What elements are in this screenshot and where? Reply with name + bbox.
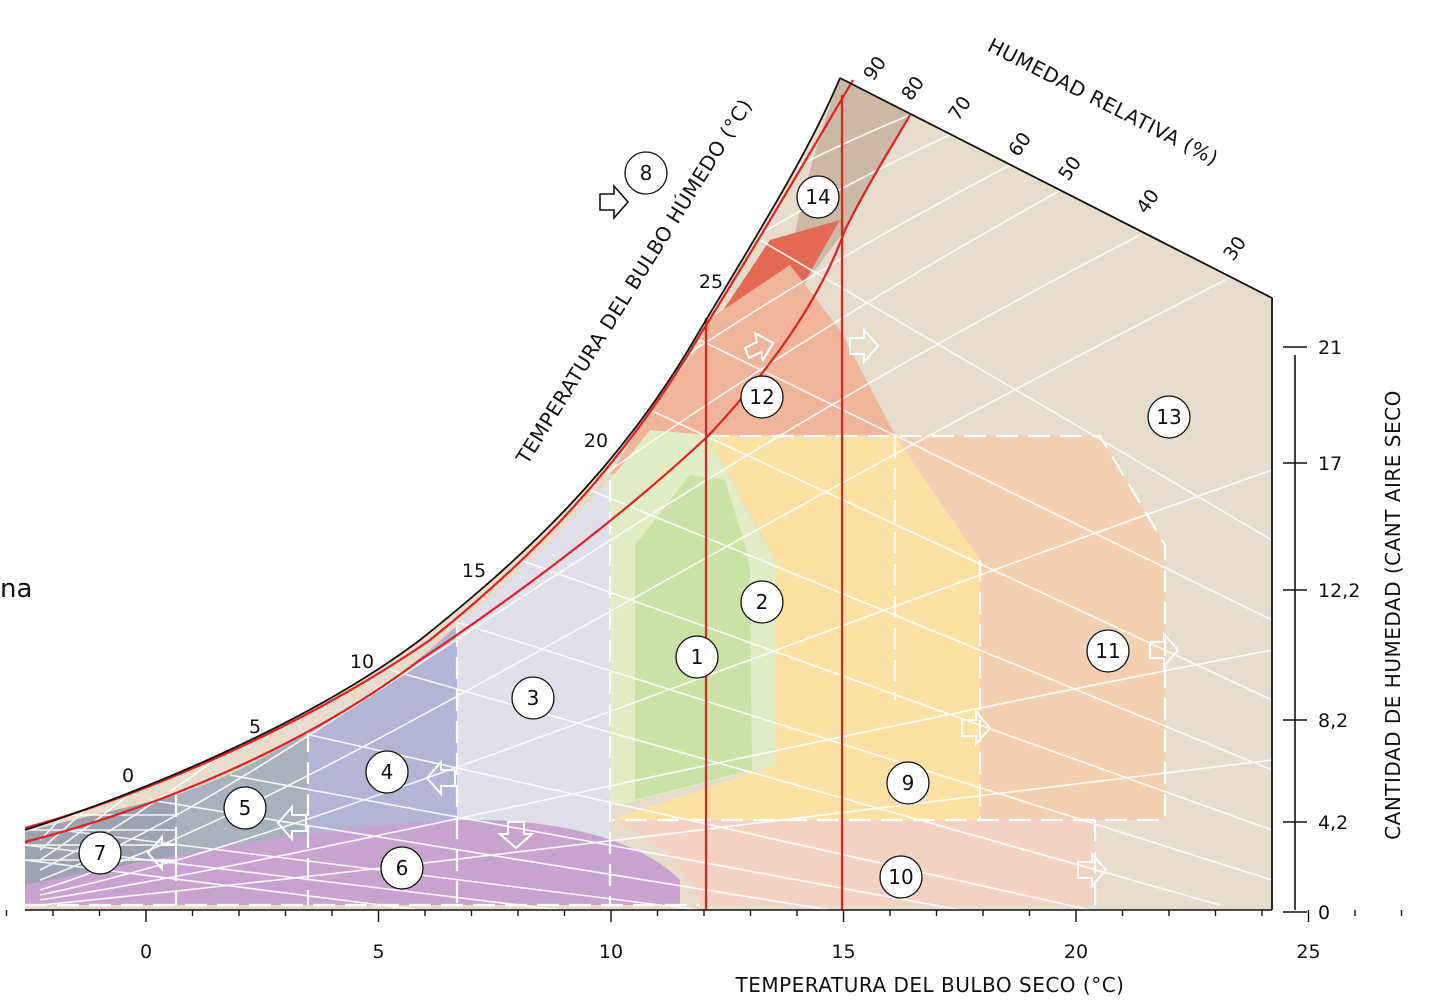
rh-guide-curve <box>39 759 1273 906</box>
arrow-icon-13 <box>849 327 880 365</box>
x-tick-label: 5 <box>372 941 384 963</box>
arrow-icon-8 <box>599 183 630 221</box>
y-tick-label: 0 <box>1318 902 1330 924</box>
rh-tick-label: 70 <box>944 92 976 124</box>
zone-circle <box>1147 395 1191 439</box>
zone-number: 9 <box>902 771 915 795</box>
arrow-icon-10 <box>1077 851 1108 889</box>
x-tick-label: 15 <box>831 941 855 963</box>
wet-bulb-tick-label: 0 <box>122 765 134 787</box>
rh-tick-label: 50 <box>1054 152 1086 184</box>
zone-circle <box>78 831 122 875</box>
y-tick-label: 17 <box>1318 453 1342 475</box>
zone-circle <box>879 855 923 899</box>
rh-guide-curve <box>39 649 1273 901</box>
zone-circle <box>796 175 840 219</box>
zone-circle <box>740 580 784 624</box>
zone-9-fill <box>612 436 980 820</box>
rh-tick-label: 40 <box>1132 185 1164 217</box>
rh-tick-label: 30 <box>1219 232 1251 264</box>
rh-tick-label: 80 <box>897 72 929 104</box>
zone-number: 2 <box>756 590 769 614</box>
chart-top-border <box>839 77 1273 910</box>
y-tick-label: 8,2 <box>1318 710 1348 732</box>
arrow-icon-5 <box>276 804 307 842</box>
x-tick-label: 10 <box>599 941 623 963</box>
x-axis-title: TEMPERATURA DEL BULBO SECO (°C) <box>735 973 1125 997</box>
zone-number: 14 <box>805 185 830 209</box>
x-tick-label: 20 <box>1064 941 1088 963</box>
comfort-red-curve <box>24 114 911 844</box>
rh-tick-label: 90 <box>859 52 891 84</box>
zone-circle <box>380 846 424 890</box>
zone-circle <box>675 635 719 679</box>
y-tick-label: 21 <box>1318 337 1342 359</box>
zone-number: 4 <box>381 760 394 784</box>
zone-circle <box>886 761 930 805</box>
y-axis-title: CANTIDAD DE HUMEDAD (CANT AIRE SECO <box>1381 390 1405 840</box>
x-tick-label: 25 <box>1296 941 1320 963</box>
zone-number: 5 <box>239 796 252 820</box>
wet-bulb-tick-label: 10 <box>350 651 374 673</box>
zone-number: 13 <box>1156 405 1181 429</box>
y-tick-label: 4,2 <box>1318 812 1348 834</box>
arrow-icon-12 <box>743 331 775 363</box>
wet-bulb-guide <box>699 339 1273 621</box>
rh-guide-curve <box>39 129 961 851</box>
saturation-red-curve <box>24 79 854 830</box>
zone-6-fill <box>25 819 680 905</box>
wet-bulb-guide <box>449 619 1273 881</box>
arrows <box>146 327 1180 889</box>
zone-boundaries <box>25 434 1167 907</box>
wet-bulb-guide <box>589 489 1273 771</box>
wet-bulb-tick-label: 15 <box>462 560 486 582</box>
zone-number: 7 <box>94 841 107 865</box>
zone-circle <box>223 786 267 830</box>
wet-bulb-ticks: 0 5 10 15 20 25 <box>122 271 723 787</box>
arrow-icon-11 <box>1149 631 1180 669</box>
zone-12-fill <box>700 220 840 435</box>
zone-number: 6 <box>396 856 409 880</box>
x-tick-label: 0 <box>140 941 152 963</box>
zone-number: 8 <box>640 161 653 185</box>
zone-number: 11 <box>1095 639 1120 663</box>
x-axis: -5051015202530354045 <box>5 910 1403 963</box>
arrow-icon-7 <box>146 834 177 872</box>
wet-bulb-tick-label: 20 <box>584 430 608 452</box>
zone-circle <box>624 151 668 195</box>
wet-bulb-tick-label: 5 <box>249 716 261 738</box>
zone-circle <box>365 750 409 794</box>
y-axis: 0 4,2 8,2 12,2 17 21 <box>1283 337 1360 924</box>
zone-number: 1 <box>691 645 704 669</box>
rh-tick-label: 60 <box>1004 128 1036 160</box>
zone-circle <box>740 375 784 419</box>
arrow-icon-4 <box>425 759 456 797</box>
red-lines <box>24 79 911 910</box>
y-tick-label: 12,2 <box>1318 580 1360 602</box>
saturation-curve <box>24 77 841 831</box>
zone-number: 10 <box>888 865 913 889</box>
wet-bulb-tick-label: 25 <box>699 271 723 293</box>
arrow-icon-9 <box>961 709 992 747</box>
zone-number: 12 <box>749 385 774 409</box>
wet-bulb-guide <box>649 409 1273 701</box>
zone-circle <box>511 676 555 720</box>
zone-number: 3 <box>527 686 540 710</box>
rh-guide-curve <box>39 114 911 841</box>
arrow-icon-6 <box>497 821 535 850</box>
rh-guide-curve <box>39 184 1071 871</box>
cropped-edge-text: na <box>0 574 33 604</box>
zone-circle <box>1086 629 1130 673</box>
